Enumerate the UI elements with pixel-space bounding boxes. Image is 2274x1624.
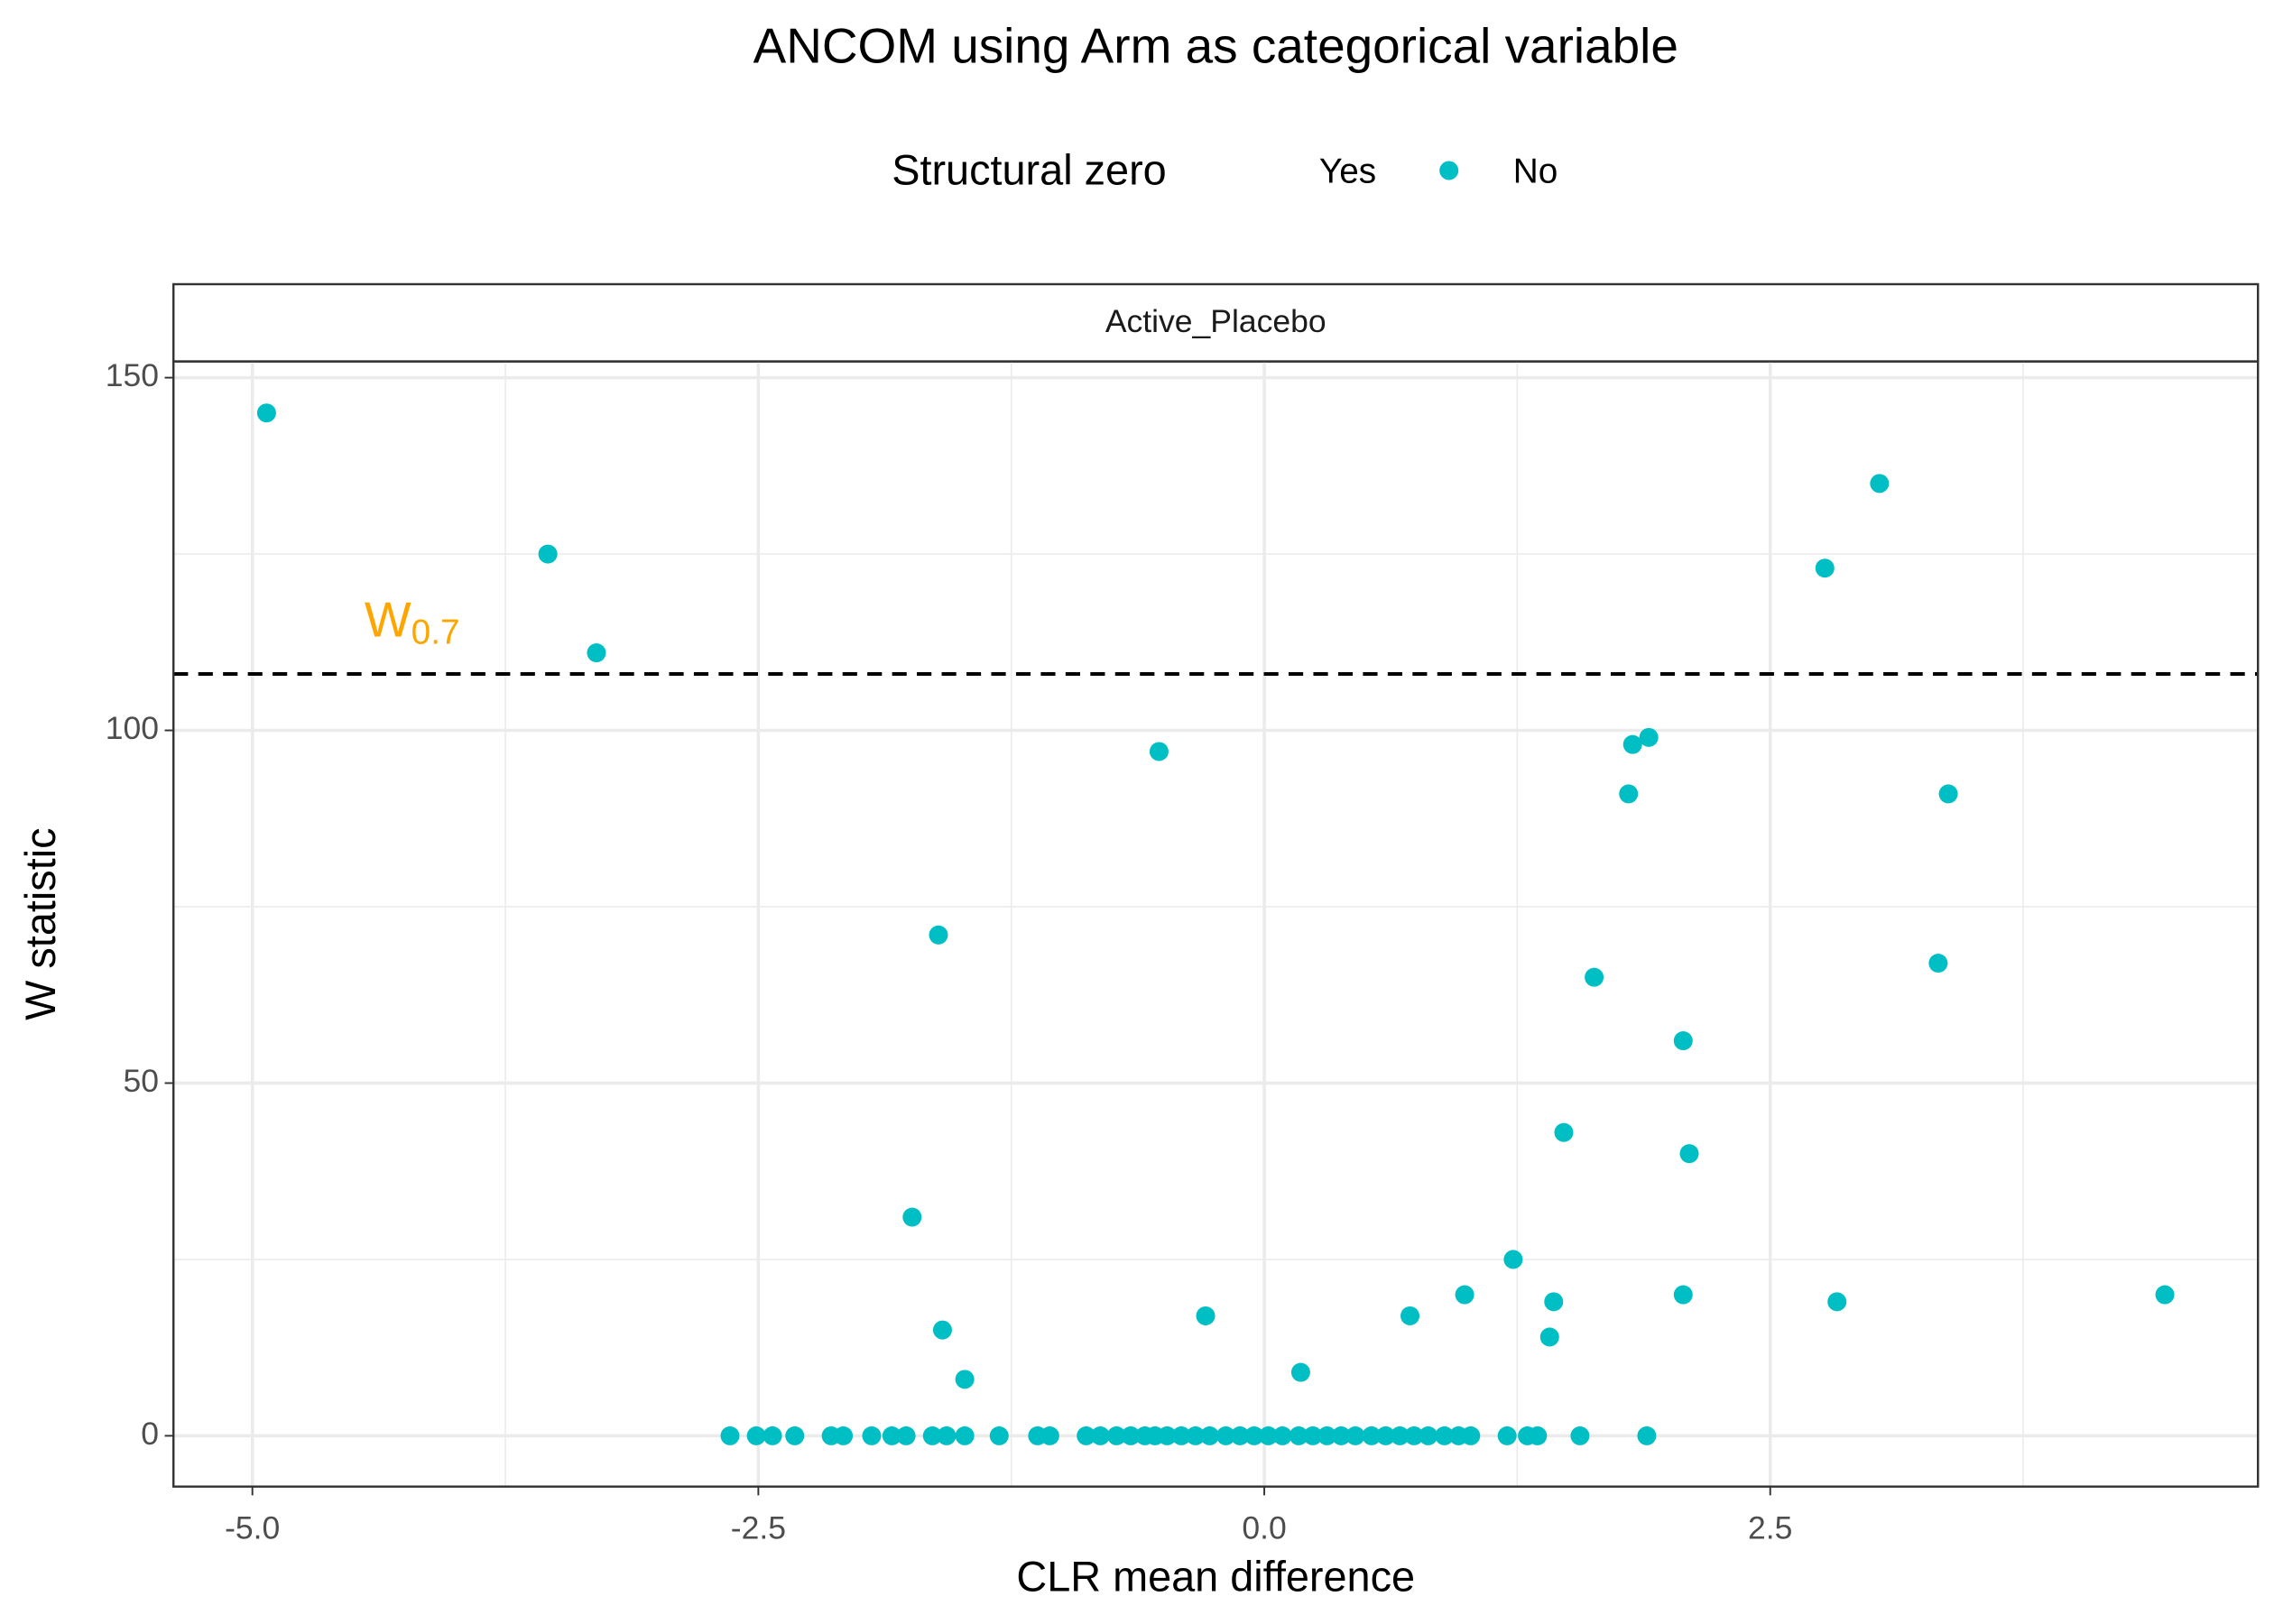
point: [746, 1426, 766, 1445]
y-tick-label: 50: [124, 1063, 160, 1099]
legend-label: Yes: [1319, 152, 1376, 190]
x-tick-label: 0.0: [1242, 1510, 1286, 1546]
point: [1196, 1306, 1216, 1325]
point: [587, 643, 606, 663]
point: [1928, 954, 1948, 973]
point: [1639, 727, 1659, 747]
chart-title: ANCOM using Arm as categorical variable: [753, 17, 1678, 73]
point: [929, 925, 948, 945]
point: [1435, 1426, 1455, 1445]
point: [937, 1426, 957, 1445]
point: [1938, 784, 1958, 804]
point: [989, 1426, 1009, 1445]
point: [922, 1426, 942, 1445]
point: [1230, 1426, 1250, 1445]
point: [1345, 1426, 1365, 1445]
x-tick-label: -2.5: [731, 1510, 786, 1546]
point: [1290, 1362, 1310, 1382]
point: [834, 1426, 854, 1445]
point: [1200, 1426, 1220, 1445]
point: [1637, 1426, 1657, 1445]
y-tick-label: 0: [141, 1416, 159, 1452]
legend-key: [1439, 161, 1459, 180]
point: [1317, 1426, 1337, 1445]
point: [1544, 1292, 1564, 1312]
point: [1216, 1426, 1235, 1445]
point: [1673, 1285, 1693, 1305]
threshold-label: W0.7: [365, 591, 460, 652]
legend-label: No: [1513, 152, 1558, 190]
point: [902, 1207, 922, 1227]
point: [256, 403, 276, 423]
panel-border: [172, 360, 2260, 1488]
point: [1244, 1426, 1264, 1445]
point: [1528, 1426, 1548, 1445]
point: [896, 1426, 916, 1445]
y-tick-label: 100: [106, 710, 159, 746]
point: [720, 1426, 740, 1445]
point: [1157, 1426, 1177, 1445]
point: [1570, 1426, 1590, 1445]
point: [1539, 1327, 1559, 1347]
point: [1171, 1426, 1191, 1445]
point: [882, 1426, 901, 1445]
x-tick-label: 2.5: [1748, 1510, 1792, 1546]
threshold-label-main: W: [365, 591, 411, 647]
legend-title: Structural zero: [892, 147, 1167, 194]
point: [1497, 1426, 1517, 1445]
point: [1259, 1426, 1279, 1445]
point: [1121, 1426, 1141, 1445]
point: [1077, 1426, 1096, 1445]
point: [1090, 1426, 1110, 1445]
point: [1390, 1426, 1410, 1445]
point: [1040, 1426, 1059, 1445]
point: [1554, 1122, 1574, 1142]
point: [1827, 1292, 1847, 1312]
point: [1186, 1426, 1206, 1445]
y-axis-title: W statistic: [17, 827, 64, 1020]
point: [785, 1426, 805, 1445]
point: [1503, 1250, 1523, 1269]
point: [1376, 1426, 1396, 1445]
point: [1815, 558, 1835, 578]
y-tick-label: 150: [106, 357, 159, 393]
facet-strip: [172, 282, 2260, 363]
point: [1455, 1285, 1474, 1305]
point: [1149, 742, 1169, 761]
point: [763, 1426, 782, 1445]
point: [1679, 1144, 1699, 1164]
point: [1622, 734, 1642, 754]
point: [1106, 1426, 1126, 1445]
point: [2155, 1285, 2175, 1305]
point: [932, 1320, 952, 1340]
point: [1404, 1426, 1424, 1445]
threshold-label-subscript: 0.7: [411, 614, 460, 652]
point: [955, 1426, 975, 1445]
point: [538, 544, 558, 564]
point: [862, 1426, 882, 1445]
point: [1585, 967, 1604, 987]
point: [1303, 1426, 1323, 1445]
point: [1673, 1031, 1693, 1051]
point: [1400, 1306, 1420, 1325]
point: [1619, 784, 1639, 804]
facet-label: Active_Placebo: [1105, 303, 1326, 339]
point: [1870, 474, 1890, 494]
point: [1331, 1426, 1351, 1445]
x-tick-label: -5.0: [225, 1510, 280, 1546]
point: [1419, 1426, 1438, 1445]
point: [955, 1370, 975, 1389]
point: [1362, 1426, 1382, 1445]
point: [1272, 1426, 1292, 1445]
point: [1289, 1426, 1308, 1445]
point: [1461, 1426, 1481, 1445]
x-axis-title: CLR mean difference: [1016, 1553, 1415, 1600]
